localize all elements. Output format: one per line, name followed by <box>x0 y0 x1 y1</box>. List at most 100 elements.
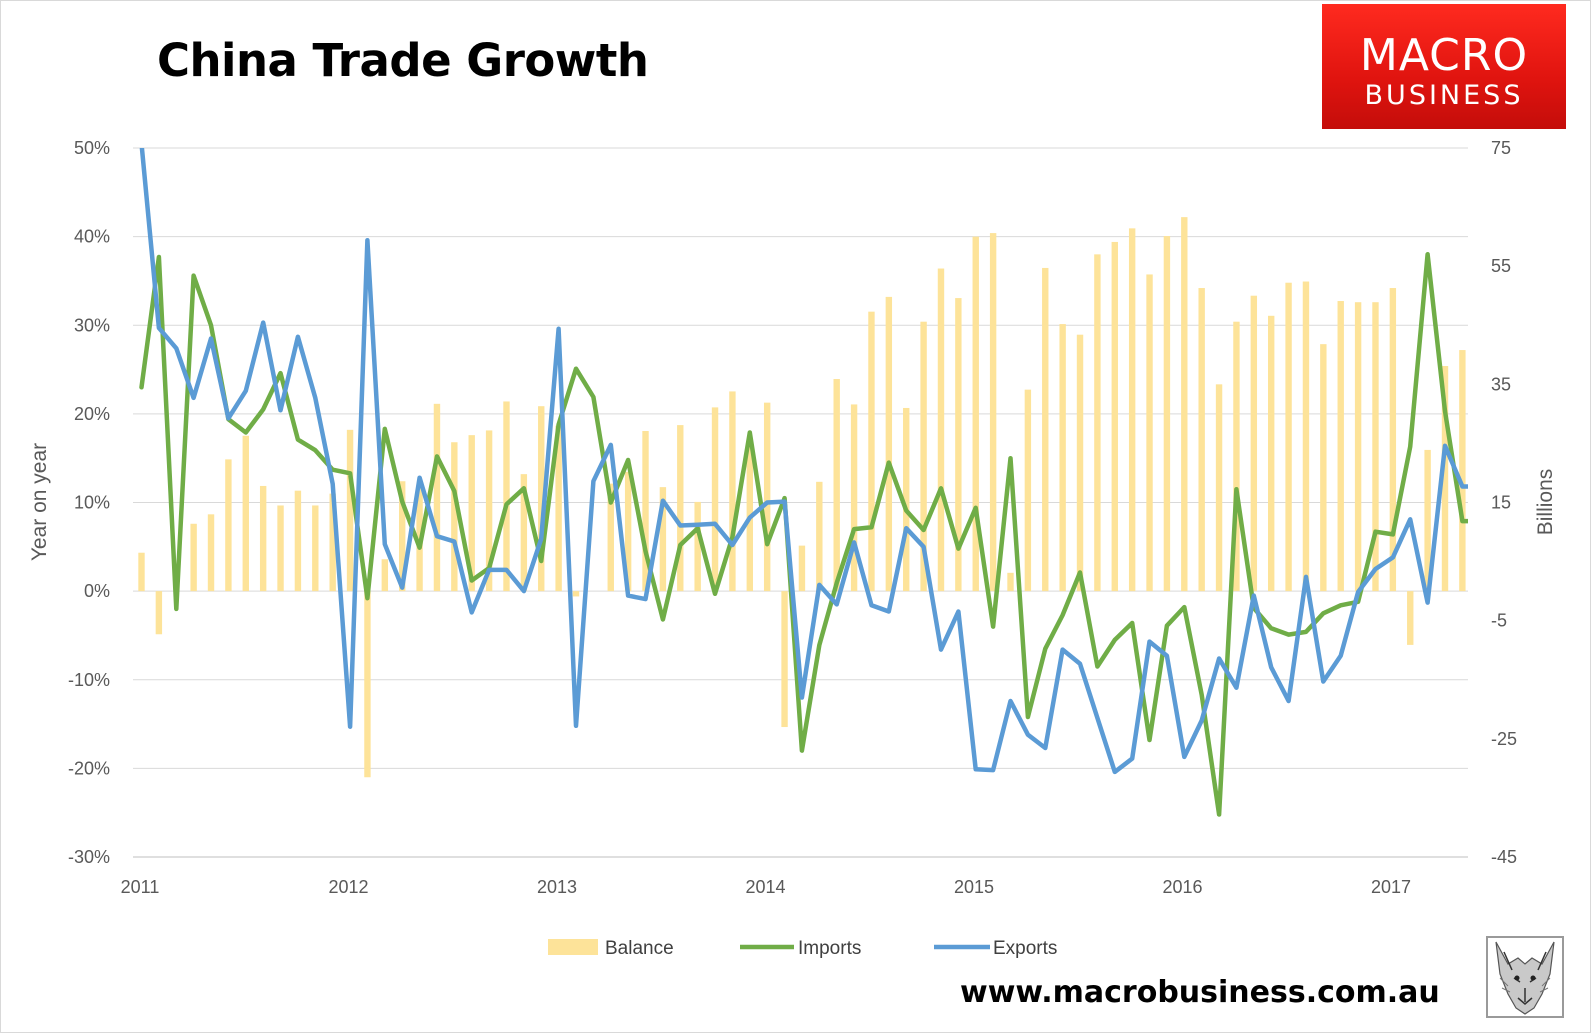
right-tick-label: -5 <box>1491 611 1507 631</box>
y-axis-left-title: Year on year <box>28 443 51 561</box>
balance-bar <box>711 407 719 592</box>
balance-bar <box>399 481 406 592</box>
balance-bar <box>155 591 163 635</box>
legend-label-exports: Exports <box>993 938 1057 959</box>
balance-bar <box>1354 302 1362 592</box>
right-tick-label: 15 <box>1491 493 1511 513</box>
website-url: www.macrobusiness.com.au <box>960 975 1440 1010</box>
balance-bar <box>607 483 614 592</box>
left-tick-label: 0% <box>84 581 110 601</box>
balance-bar <box>798 545 806 592</box>
balance-bar <box>1250 295 1258 592</box>
balance-bar <box>259 485 267 592</box>
balance-bar <box>1007 572 1014 592</box>
right-tick-label: 35 <box>1491 374 1511 394</box>
right-tick-label: -25 <box>1491 729 1517 749</box>
balance-bar <box>1337 301 1344 592</box>
legend-swatch-balance <box>548 939 598 955</box>
balance-bar <box>1042 267 1049 592</box>
balance-bar <box>1198 288 1205 592</box>
x-tick-label: 2017 <box>1371 877 1411 897</box>
balance-bar <box>1285 282 1292 592</box>
balance-bar <box>1146 274 1153 592</box>
balance-bar <box>868 311 875 592</box>
balance-bar <box>1459 350 1466 592</box>
left-tick-label: -20% <box>68 758 110 778</box>
balance-bar <box>1215 384 1223 592</box>
balance-bar <box>451 442 458 592</box>
logo-line-2: BUSINESS <box>1364 80 1524 111</box>
left-tick-label: -30% <box>68 847 110 867</box>
balance-bar <box>816 481 823 592</box>
balance-bar <box>989 233 997 592</box>
balance-bar <box>433 403 441 592</box>
x-tick-label: 2014 <box>745 877 785 897</box>
x-tick-label: 2013 <box>537 877 577 897</box>
balance-bar <box>1320 344 1327 592</box>
balance-bar <box>520 474 528 592</box>
balance-bar <box>1424 449 1431 592</box>
balance-bar <box>920 321 927 592</box>
chart-title: China Trade Growth <box>157 34 649 87</box>
balance-bar <box>833 379 840 592</box>
balance-bar <box>138 552 145 592</box>
balance-bar <box>729 391 736 592</box>
x-tick-label: 2015 <box>954 877 994 897</box>
macrobusiness-logo: MACRO BUSINESS <box>1322 4 1566 129</box>
balance-bar <box>1372 302 1379 592</box>
balance-bar <box>381 559 389 592</box>
balance-bar <box>885 296 893 592</box>
balance-bar <box>642 431 649 592</box>
balance-bar <box>659 487 667 592</box>
balance-bar <box>850 404 858 592</box>
balance-bar <box>312 505 319 592</box>
balance-bar <box>468 435 475 592</box>
balance-bar <box>277 505 284 592</box>
balance-bar <box>903 407 910 592</box>
logo-line-1: MACRO <box>1359 30 1529 81</box>
balance-bar <box>677 425 684 592</box>
balance-bar <box>225 459 232 592</box>
balance-bar <box>972 236 979 592</box>
balance-bar <box>538 406 545 592</box>
balance-bar <box>1059 324 1066 592</box>
balance-bar <box>190 523 197 592</box>
x-tick-label: 2012 <box>328 877 368 897</box>
balance-bar <box>503 401 510 592</box>
legend-label-imports: Imports <box>798 938 861 959</box>
exports-line <box>139 148 1468 775</box>
balance-bar <box>364 591 371 778</box>
right-tick-label: 75 <box>1491 138 1511 158</box>
legend-label-balance: Balance <box>605 938 674 959</box>
balance-bar <box>1111 241 1118 592</box>
balance-bar <box>1094 254 1101 592</box>
right-tick-label: 55 <box>1491 256 1511 276</box>
balance-bar <box>1233 321 1240 592</box>
balance-bar <box>1024 389 1032 592</box>
x-tick-label: 2011 <box>121 877 160 897</box>
balance-bar <box>955 298 962 592</box>
balance-bar <box>624 471 632 592</box>
balance-bar <box>572 591 580 597</box>
right-tick-label: -45 <box>1491 847 1517 867</box>
balance-bar <box>1407 591 1414 645</box>
left-tick-label: 20% <box>74 404 110 424</box>
balance-bar <box>763 402 771 592</box>
imports-line <box>139 252 1468 817</box>
balance-bar <box>329 493 336 592</box>
balance-bar <box>242 435 249 592</box>
y-axis-right-title: Billions <box>1534 469 1557 536</box>
left-tick-label: 30% <box>74 315 110 335</box>
balance-bar <box>346 429 354 592</box>
balance-bar <box>1076 334 1084 592</box>
balance-bar <box>1181 217 1188 592</box>
balance-bar <box>485 430 493 592</box>
balance-bar <box>294 490 302 592</box>
wolf-logo-icon <box>1486 936 1564 1018</box>
balance-bar <box>1163 236 1171 592</box>
balance-bar <box>1268 315 1275 592</box>
left-tick-label: 10% <box>74 493 110 513</box>
left-tick-label: 50% <box>74 138 110 158</box>
balance-bar <box>1302 281 1310 592</box>
